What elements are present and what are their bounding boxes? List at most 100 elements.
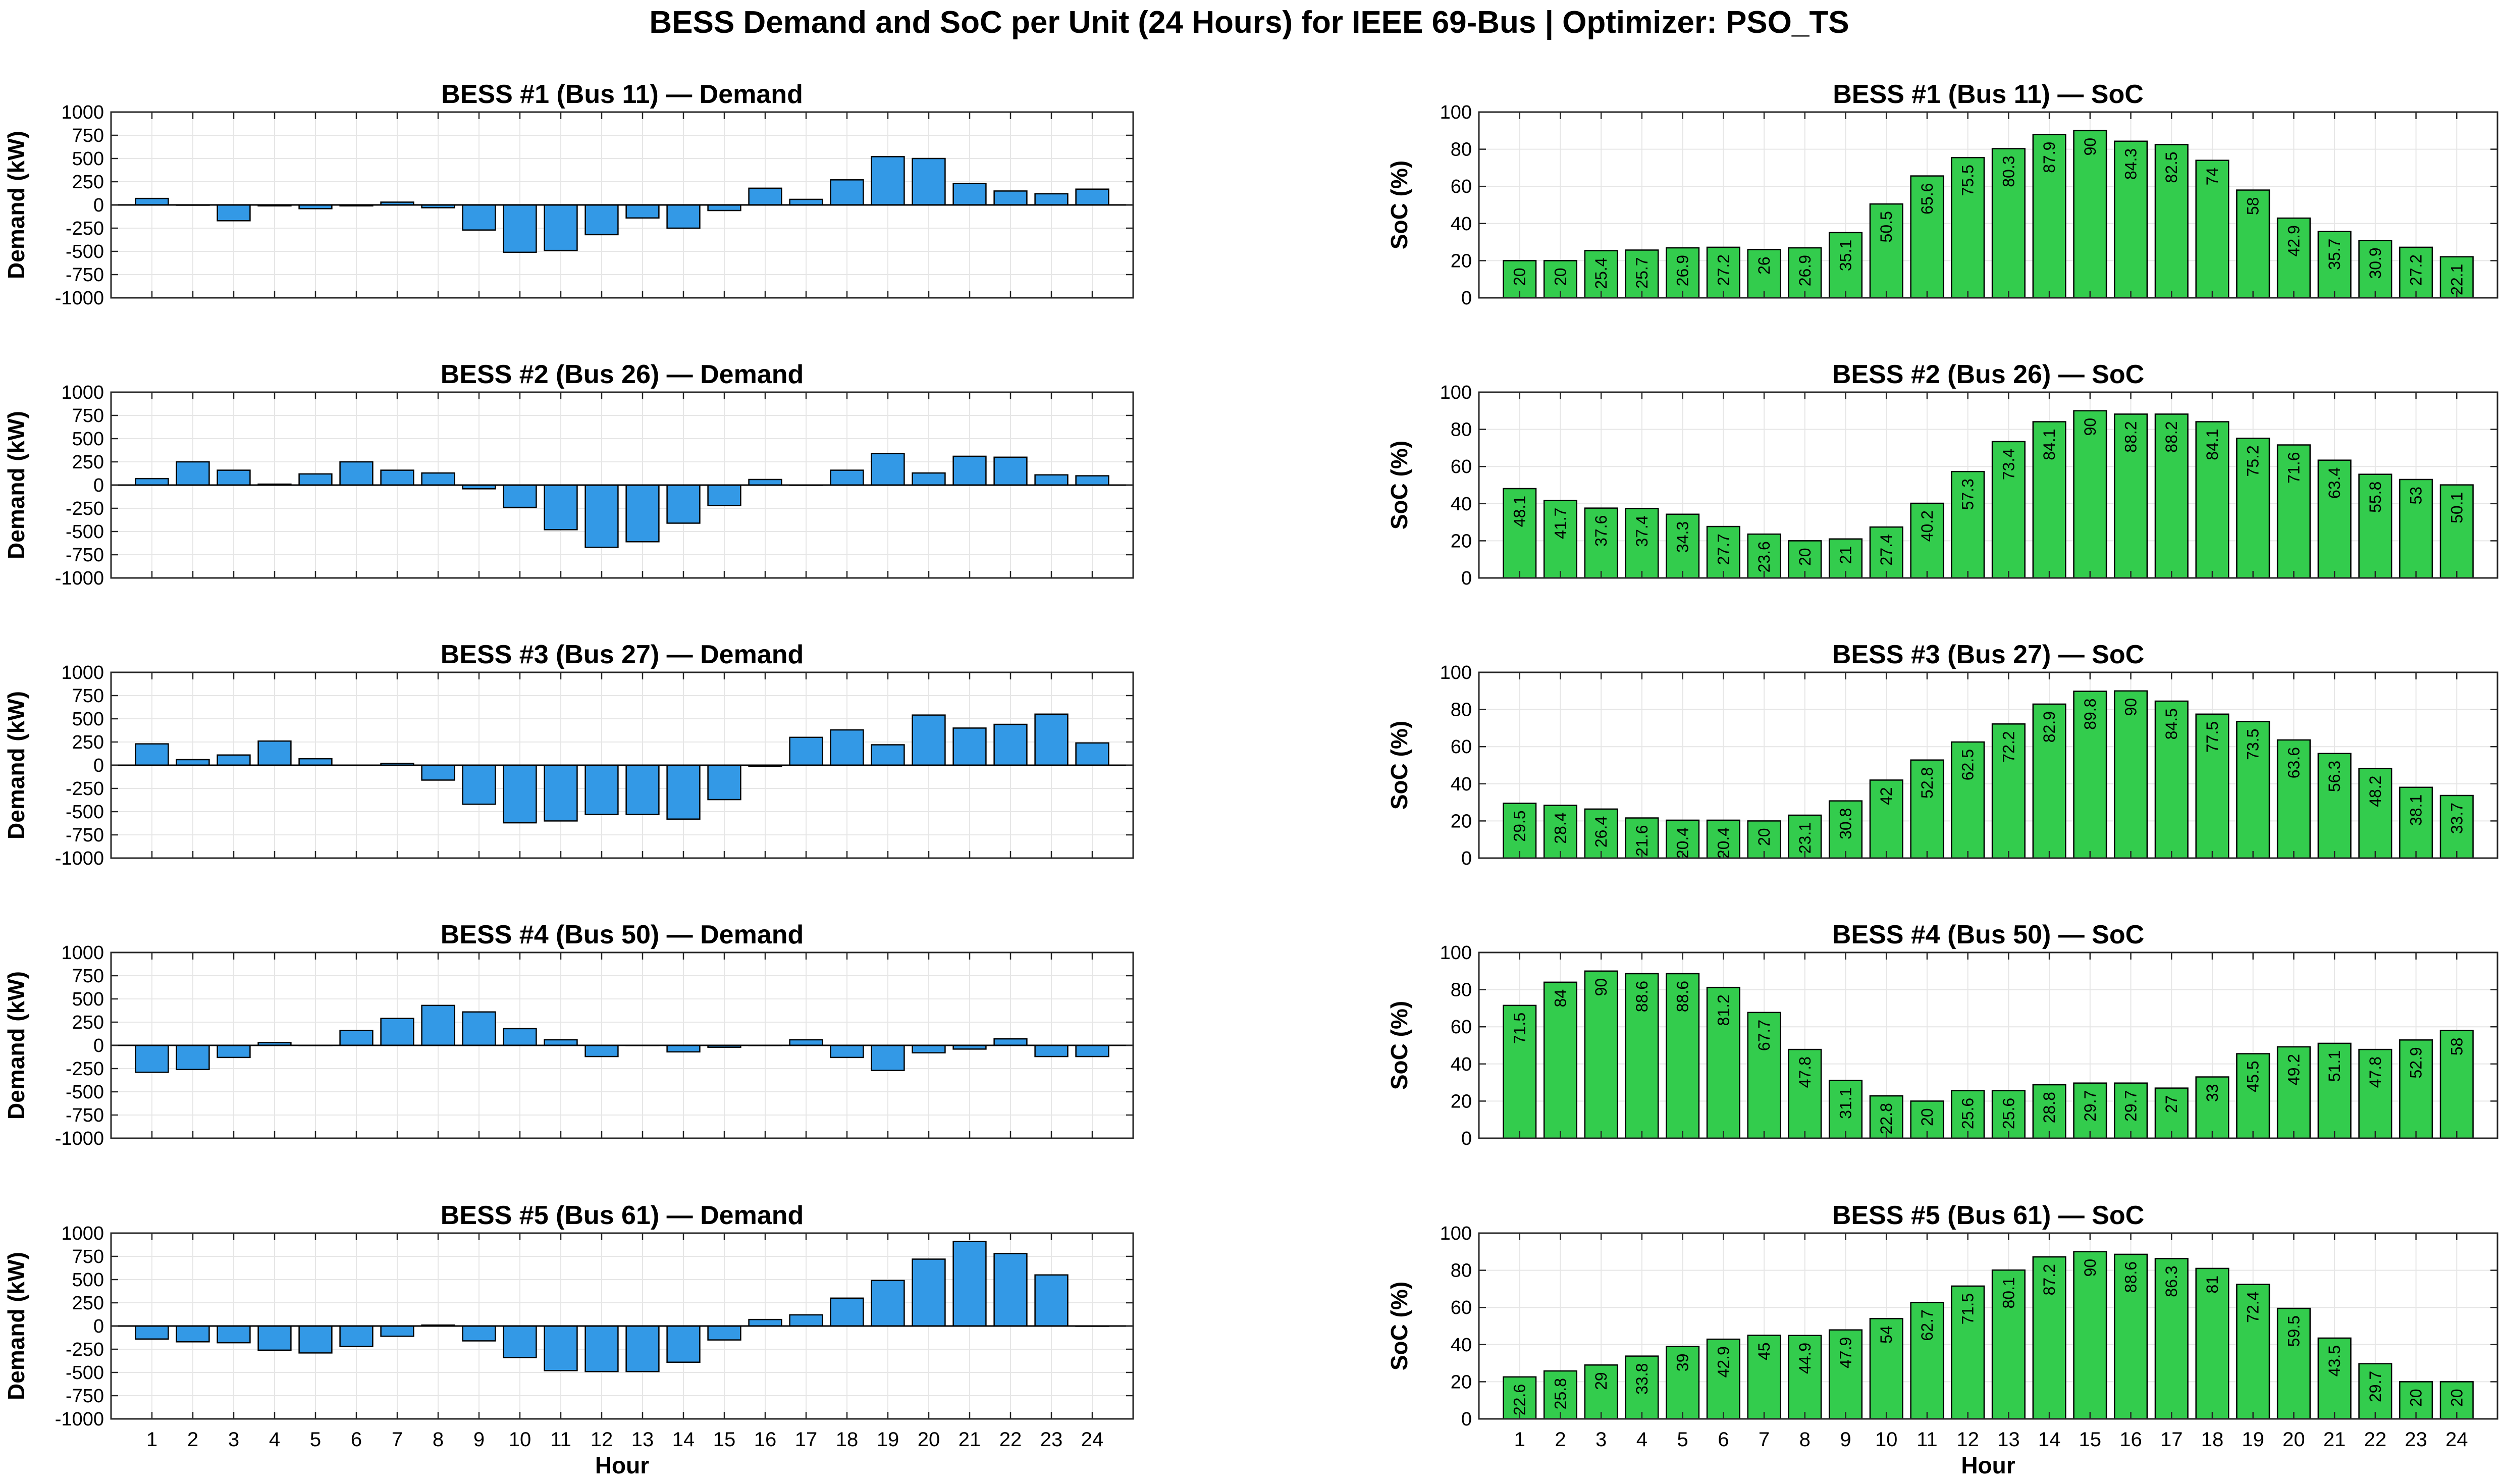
y-tick-label: 1000 bbox=[61, 102, 104, 123]
bar bbox=[1543, 500, 1577, 579]
y-tick-label: 500 bbox=[72, 709, 104, 730]
y-axis-label: SoC (%) bbox=[1386, 161, 1412, 249]
y-tick-label: 40 bbox=[1451, 774, 1472, 795]
bar bbox=[217, 469, 251, 486]
data-label: 90 bbox=[2081, 418, 2099, 436]
data-label: 50.1 bbox=[2448, 492, 2466, 523]
bar bbox=[462, 204, 496, 231]
bar bbox=[217, 1325, 251, 1344]
data-label: 88.6 bbox=[1633, 981, 1651, 1012]
data-label: 89.8 bbox=[2081, 699, 2099, 730]
bar bbox=[2032, 134, 2066, 299]
bar bbox=[666, 1325, 701, 1363]
y-tick-label: 20 bbox=[1451, 1091, 1472, 1112]
bar bbox=[993, 456, 1028, 486]
bar bbox=[871, 744, 905, 766]
bar bbox=[707, 764, 741, 801]
x-tick-label: 18 bbox=[836, 1428, 859, 1451]
y-tick-label: 60 bbox=[1451, 1297, 1472, 1318]
data-label: 48.1 bbox=[1511, 496, 1529, 527]
axes-box bbox=[1478, 951, 2498, 1139]
y-tick-label: 500 bbox=[72, 1269, 104, 1291]
axes-box bbox=[1478, 111, 2498, 299]
y-tick-label: 100 bbox=[1440, 1223, 1472, 1244]
axes-box bbox=[1478, 391, 2498, 579]
bar bbox=[257, 1325, 292, 1351]
y-tick-label: 250 bbox=[72, 1012, 104, 1033]
x-tick-label: 9 bbox=[1840, 1428, 1851, 1451]
bar bbox=[871, 156, 905, 206]
bar bbox=[584, 764, 619, 815]
bar bbox=[176, 1325, 210, 1343]
bar bbox=[298, 1325, 333, 1354]
x-tick-label: 1 bbox=[1514, 1428, 1525, 1451]
bar bbox=[298, 758, 333, 766]
bar bbox=[1991, 441, 2026, 579]
y-tick-label: 40 bbox=[1451, 214, 1472, 235]
bar bbox=[2154, 413, 2189, 579]
bar bbox=[2358, 473, 2392, 579]
data-label: 75.2 bbox=[2244, 445, 2262, 476]
soc-chart-2: 48.1 41.7 37.6 37.4 34.3 27.7 23.6 20 21 27.4 40.2… bbox=[1386, 360, 2498, 589]
data-label: 84.1 bbox=[2203, 429, 2221, 460]
x-tick-label: 9 bbox=[473, 1428, 485, 1451]
bar bbox=[2317, 459, 2352, 579]
y-axis-label: SoC (%) bbox=[1386, 441, 1412, 529]
soc-chart-3: 29.5 28.4 26.4 21.6 20.4 20.4 20 23.1 30.842 52.8… bbox=[1386, 640, 2498, 869]
data-label: 26.9 bbox=[1674, 255, 1692, 286]
y-tick-label: -500 bbox=[66, 521, 104, 543]
x-tick-label: 22 bbox=[999, 1428, 1022, 1451]
y-tick-label: 500 bbox=[72, 148, 104, 170]
bar bbox=[912, 157, 946, 206]
y-tick-label: 0 bbox=[93, 195, 104, 216]
bar bbox=[1951, 741, 1985, 859]
y-tick-label: -750 bbox=[66, 545, 104, 566]
x-axis-label: Hour bbox=[1961, 1452, 2015, 1478]
bar bbox=[1075, 188, 1109, 206]
y-tick-label: -250 bbox=[66, 218, 104, 239]
bar bbox=[1910, 175, 1944, 299]
x-tick-label: 20 bbox=[918, 1428, 940, 1451]
bar bbox=[176, 759, 210, 766]
data-label: 33.8 bbox=[1633, 1363, 1651, 1395]
bar bbox=[1828, 232, 1863, 299]
bar bbox=[462, 764, 496, 805]
y-tick-label: 80 bbox=[1451, 139, 1472, 161]
x-tick-label: 6 bbox=[351, 1428, 362, 1451]
x-tick-label: 24 bbox=[2445, 1428, 2468, 1451]
y-tick-label: 0 bbox=[93, 1035, 104, 1056]
data-label: 71.5 bbox=[1959, 1293, 1977, 1324]
bar bbox=[1828, 1329, 1863, 1420]
chart-title: BESS #1 (Bus 11) — SoC bbox=[1833, 80, 2144, 109]
x-tick-label: 3 bbox=[1596, 1428, 1607, 1451]
x-tick-label: 21 bbox=[959, 1428, 981, 1451]
bar bbox=[2113, 413, 2148, 579]
data-label: 71.6 bbox=[2284, 452, 2303, 484]
bar bbox=[1910, 502, 1944, 579]
y-tick-label: -750 bbox=[66, 264, 104, 286]
bar bbox=[2317, 231, 2352, 299]
bar bbox=[1034, 1044, 1069, 1057]
bar bbox=[625, 484, 660, 543]
y-tick-label: 0 bbox=[1461, 848, 1472, 869]
x-axis-label: Hour bbox=[595, 1452, 649, 1478]
x-tick-label: 8 bbox=[433, 1428, 444, 1451]
data-label: 20 bbox=[1755, 828, 1773, 846]
data-label: 33.7 bbox=[2448, 803, 2466, 834]
data-label: 50.5 bbox=[1877, 211, 1895, 242]
data-label: 22.8 bbox=[1877, 1103, 1895, 1134]
y-tick-label: 750 bbox=[72, 1246, 104, 1267]
data-label: 67.7 bbox=[1755, 1020, 1773, 1051]
chart-title: BESS #5 (Bus 61) — Demand bbox=[441, 1201, 804, 1230]
bar bbox=[503, 484, 537, 508]
bar bbox=[503, 204, 537, 253]
data-label: 57.3 bbox=[1959, 479, 1977, 510]
x-tick-label: 4 bbox=[1636, 1428, 1647, 1451]
bar bbox=[584, 204, 619, 236]
bar bbox=[544, 1325, 578, 1371]
bar bbox=[1075, 475, 1109, 486]
bar bbox=[217, 204, 251, 222]
bar bbox=[1747, 533, 1781, 579]
